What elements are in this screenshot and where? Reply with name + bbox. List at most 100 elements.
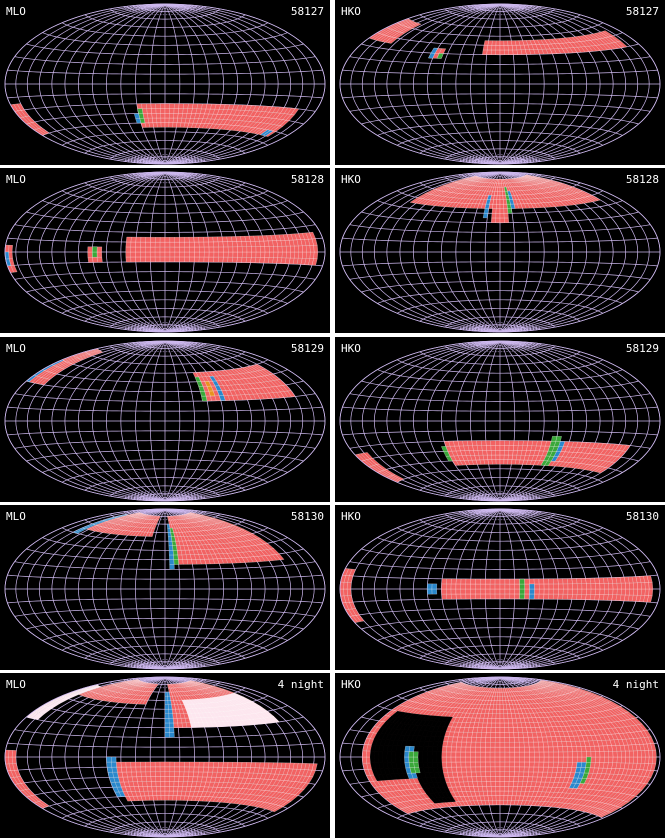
- polar-meridian: [479, 676, 501, 688]
- polar-meridian: [164, 828, 197, 838]
- polar-meridian: [164, 340, 177, 352]
- map-outline: [339, 171, 661, 333]
- parallel: [342, 238, 658, 243]
- parallel: [14, 439, 316, 449]
- polar-meridian: [134, 508, 166, 518]
- polar-meridian: [499, 825, 507, 838]
- field-tile: [305, 245, 311, 253]
- field-tile: [485, 578, 491, 585]
- field-tile: [160, 781, 166, 787]
- field-tile: [273, 252, 279, 259]
- field-tile: [562, 583, 569, 589]
- field-tile: [130, 761, 137, 768]
- polar-meridian: [164, 340, 197, 349]
- polar-meridian: [488, 172, 501, 184]
- field-tile: [130, 252, 136, 258]
- polar-meridian: [164, 825, 174, 838]
- field-tile: [499, 588, 506, 594]
- polar-meridian: [484, 676, 501, 688]
- parallel: [110, 485, 220, 496]
- parallel: [396, 636, 604, 651]
- field-tile: [441, 578, 448, 584]
- polar-meridian: [161, 825, 166, 838]
- field-tile: [159, 766, 166, 772]
- polar-meridian: [158, 3, 166, 16]
- polar-meridian: [164, 676, 204, 683]
- site-label: MLO: [6, 173, 26, 186]
- polar-meridian: [476, 508, 501, 519]
- field-tile: [309, 232, 316, 240]
- field-tile: [620, 582, 626, 589]
- field-tile: [168, 718, 174, 724]
- polar-meridian: [490, 152, 501, 165]
- polar-meridian: [124, 3, 166, 8]
- polar-meridian: [458, 3, 501, 8]
- polar-meridian: [475, 676, 501, 687]
- field-tile: [525, 174, 540, 179]
- field-tile: [159, 242, 166, 248]
- field-tile: [174, 771, 180, 777]
- polar-meridian: [488, 508, 501, 520]
- field-tile: [208, 761, 215, 768]
- polar-meridian: [164, 489, 172, 501]
- polar-meridian: [499, 657, 502, 669]
- parallel: [26, 281, 304, 293]
- field-tile: [246, 246, 252, 253]
- polar-meridian: [164, 171, 204, 178]
- field-tile: [193, 766, 200, 773]
- parallel: [396, 299, 604, 314]
- polar-meridian: [499, 676, 529, 686]
- polar-meridian: [490, 676, 501, 689]
- field-tile: [491, 454, 497, 460]
- field-tile: [125, 242, 132, 248]
- polar-meridian: [478, 490, 501, 501]
- field-tile: [514, 588, 520, 594]
- field-tile: [169, 252, 176, 258]
- field-tile: [178, 103, 185, 109]
- field-tile: [135, 257, 141, 263]
- field-tile: [188, 771, 194, 778]
- field-tile: [465, 593, 472, 599]
- field-tile: [184, 242, 190, 248]
- polar-meridian: [491, 508, 501, 520]
- field-tile: [164, 103, 170, 109]
- field-tile: [174, 237, 180, 243]
- polar-meridian: [164, 340, 172, 352]
- polar-meridian: [164, 155, 195, 165]
- field-tile: [499, 578, 506, 585]
- polar-meridian: [468, 172, 501, 181]
- field-tile: [441, 583, 447, 589]
- field-tile: [92, 252, 98, 258]
- polar-meridian: [126, 3, 166, 10]
- polar-meridian: [490, 172, 501, 184]
- field-tile: [241, 252, 248, 258]
- field-tile: [562, 588, 569, 595]
- field-tile: [169, 559, 175, 565]
- polar-meridian: [499, 490, 524, 501]
- site-label: HKO: [341, 5, 361, 18]
- parallel: [377, 627, 623, 641]
- field-tile: [538, 583, 545, 589]
- field-tile: [160, 790, 166, 796]
- field-tile: [189, 242, 195, 248]
- field-tile: [188, 766, 195, 773]
- polar-meridian: [161, 489, 166, 501]
- field-tile: [179, 766, 185, 773]
- polar-meridian: [132, 508, 166, 517]
- polar-meridian: [499, 828, 529, 838]
- field-tile: [164, 237, 171, 243]
- polar-meridian: [499, 3, 531, 13]
- field-tile: [173, 722, 179, 728]
- field-tile: [236, 762, 243, 768]
- field-tile: [213, 241, 219, 248]
- field-tile: [164, 795, 170, 801]
- field-tile: [499, 40, 505, 46]
- site-label: HKO: [341, 173, 361, 186]
- field-tile: [290, 252, 296, 259]
- polar-meridian: [481, 676, 501, 688]
- field-tile: [140, 771, 147, 777]
- polar-meridian: [164, 340, 187, 351]
- field-tile: [203, 241, 210, 248]
- coverage: [409, 174, 602, 224]
- polar-meridian: [127, 340, 166, 347]
